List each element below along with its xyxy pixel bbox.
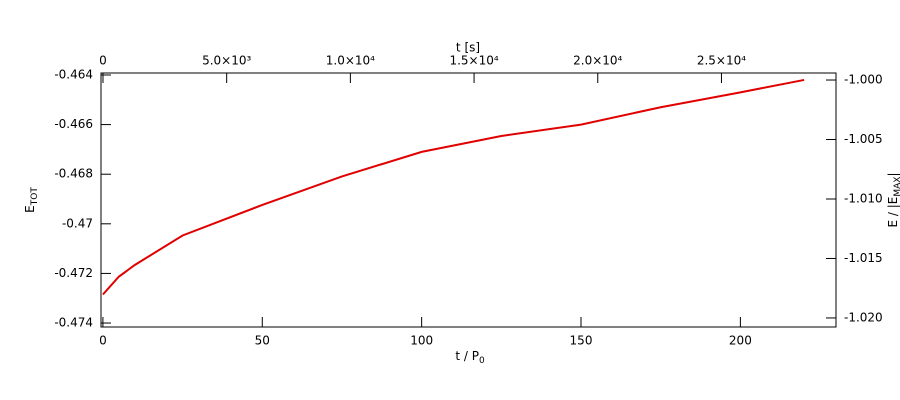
y-tick-label: -0.47 bbox=[62, 216, 93, 230]
x-tick-label: 200 bbox=[729, 334, 752, 348]
y2-tick-label: -1.005 bbox=[844, 132, 883, 146]
x2-tick-label: 2.5×10⁴ bbox=[697, 54, 746, 68]
x-label-text: t / P bbox=[455, 349, 479, 363]
data-line bbox=[102, 78, 805, 296]
x-axis-label: t / P0 bbox=[455, 349, 485, 366]
y2-label-sub: MAX bbox=[893, 177, 900, 197]
y-tick-label: -0.464 bbox=[54, 67, 93, 81]
x-label-sub: 0 bbox=[479, 356, 485, 366]
plot-frame bbox=[100, 72, 837, 328]
x-tick-label: 0 bbox=[99, 334, 107, 348]
x-tick-label: 50 bbox=[255, 334, 270, 348]
x2-tick-label: 1.5×10⁴ bbox=[449, 54, 498, 68]
y-tick-label: -0.466 bbox=[54, 117, 93, 131]
x2-axis-label: t [s] bbox=[456, 41, 480, 55]
x-tick-label: 150 bbox=[570, 334, 593, 348]
y2-tick-label: -1.020 bbox=[844, 310, 883, 324]
x2-tick-label: 5.0×10³ bbox=[202, 54, 251, 68]
x2-tick-label: 0 bbox=[99, 54, 107, 68]
y2-tick-label: -1.010 bbox=[844, 191, 883, 205]
x2-tick-label: 2.0×10⁴ bbox=[573, 54, 622, 68]
y2-axis-label: E / |EMAX| bbox=[886, 172, 900, 227]
y2-label-end: | bbox=[886, 172, 900, 176]
y-axis-label: ETOT bbox=[23, 187, 40, 213]
y2-tick-label: -1.000 bbox=[844, 73, 883, 87]
y2-tick-label: -1.015 bbox=[844, 251, 883, 265]
y2-label-text: E / |E bbox=[886, 197, 900, 228]
y-tick-label: -0.472 bbox=[54, 266, 93, 280]
y-label-text: E bbox=[23, 205, 37, 213]
x2-tick-label: 1.0×10⁴ bbox=[326, 54, 375, 68]
y-label-sub: TOT bbox=[30, 187, 40, 207]
y-tick-label: -0.474 bbox=[54, 316, 93, 330]
y-tick-label: -0.468 bbox=[54, 167, 93, 181]
x-tick-label: 100 bbox=[410, 334, 433, 348]
